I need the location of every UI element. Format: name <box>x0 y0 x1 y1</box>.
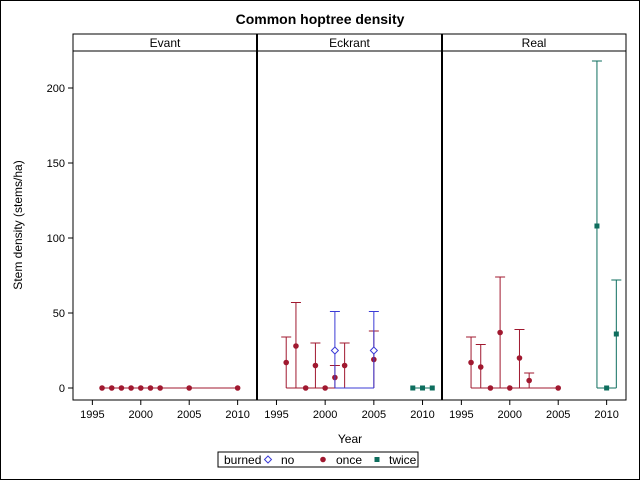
chart-title: Common hoptree density <box>235 11 405 27</box>
panel-label: Eckrant <box>329 36 370 50</box>
marker-once <box>186 385 193 391</box>
y-tick-label: 50 <box>53 308 65 320</box>
y-tick-label: 0 <box>59 383 65 395</box>
marker-no <box>263 455 273 464</box>
marker-once <box>128 385 134 391</box>
marker-once <box>157 385 163 391</box>
marker-once <box>497 329 503 336</box>
x-tick-label: 1995 <box>449 409 473 421</box>
marker-once <box>506 385 513 391</box>
marker-once <box>341 362 348 369</box>
panel-area <box>256 50 443 401</box>
x-tick-label: 1995 <box>80 409 104 421</box>
marker-once <box>320 456 326 463</box>
x-tick-label: 2010 <box>225 409 249 421</box>
x-tick-label: 2005 <box>546 409 570 421</box>
marker-twice <box>594 223 600 229</box>
panel-label: Real <box>522 36 547 50</box>
legend-title: burned <box>224 453 261 467</box>
marker-once <box>99 385 105 391</box>
marker-once <box>487 385 494 391</box>
data-layer <box>99 60 622 391</box>
marker-once <box>477 364 484 370</box>
marker-once <box>293 343 299 349</box>
marker-twice <box>374 457 380 462</box>
marker-once <box>322 385 328 391</box>
marker-no <box>369 346 379 355</box>
marker-once <box>147 385 154 391</box>
marker-twice <box>410 385 416 391</box>
x-tick-label: 2005 <box>362 409 386 421</box>
marker-once <box>137 385 144 391</box>
marker-once <box>283 359 290 366</box>
legend: burned no once twice <box>217 451 419 468</box>
y-tick-label: 150 <box>47 158 65 170</box>
x-tick-label: 2000 <box>129 409 153 421</box>
legend-entry-once: once <box>336 453 362 467</box>
marker-once <box>234 385 241 391</box>
x-tick-label: 2000 <box>313 409 337 421</box>
marker-twice <box>429 385 435 391</box>
legend-entry-no: no <box>281 453 295 467</box>
marker-once <box>108 385 115 391</box>
legend-entry-twice: twice <box>389 453 417 467</box>
marker-twice <box>420 385 426 391</box>
y-tick-label: 200 <box>47 83 65 95</box>
marker-once <box>555 385 562 391</box>
x-tick-label: 2010 <box>594 409 618 421</box>
marker-twice <box>604 385 610 391</box>
y-axis-label: Stem density (stems/ha) <box>11 160 25 289</box>
marker-once <box>312 362 319 369</box>
marker-once <box>302 385 309 391</box>
panel-area <box>72 50 258 401</box>
panel-label: Evant <box>150 36 181 50</box>
marker-once <box>526 377 532 384</box>
x-tick-label: 2010 <box>410 409 434 421</box>
marker-once <box>516 355 523 361</box>
marker-once <box>118 385 125 391</box>
x-tick-label: 2005 <box>177 409 201 421</box>
x-tick-label: 2000 <box>498 409 522 421</box>
marker-once <box>468 359 474 366</box>
y-tick-label: 100 <box>47 233 65 245</box>
x-axis-label: Year <box>338 432 362 446</box>
marker-no <box>330 346 340 355</box>
x-tick-label: 1995 <box>264 409 288 421</box>
marker-twice <box>613 331 619 337</box>
